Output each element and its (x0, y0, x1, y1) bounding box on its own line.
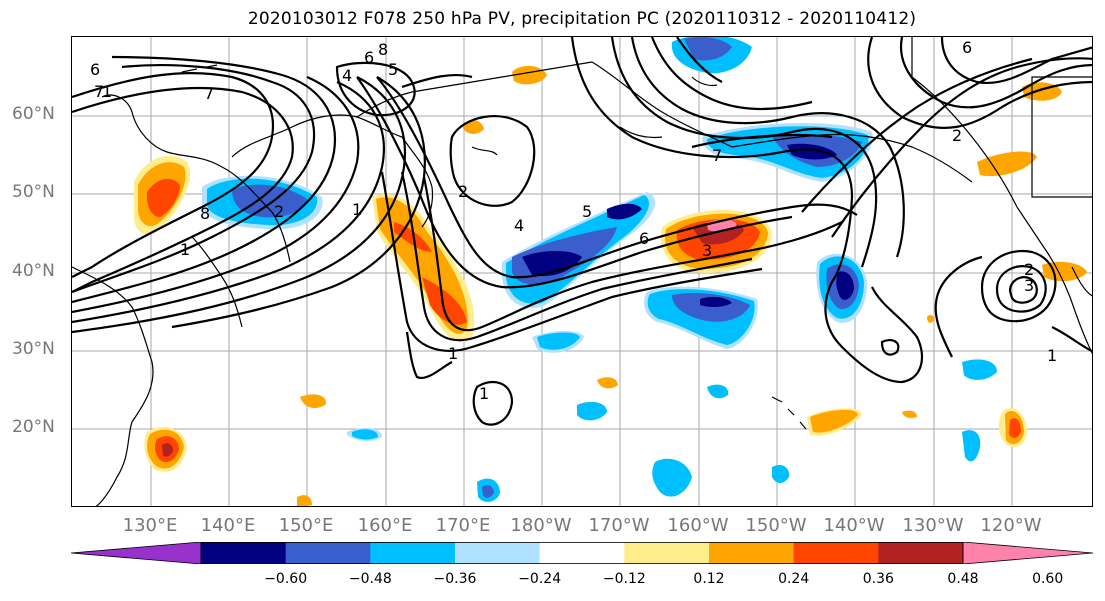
lon-label: 130°E (122, 515, 178, 536)
colorbar-tick-label: −0.60 (264, 571, 308, 587)
contour-label: 6 (364, 48, 374, 67)
contour-label: 4 (342, 66, 352, 85)
colorbar-tick-label: 0.48 (947, 571, 979, 587)
colorbar-segment (878, 542, 964, 564)
contour-label: 1 (479, 384, 489, 403)
contour-label: 6 (90, 60, 100, 79)
lon-label: 160°W (667, 515, 729, 536)
lon-label: 150°W (745, 515, 807, 536)
colorbar (71, 542, 1093, 564)
lat-label: 20°N (12, 417, 55, 437)
contour-label: 6 (962, 38, 972, 57)
lon-label: 170°E (435, 515, 491, 536)
contour-label: 5 (388, 60, 398, 79)
contour-label: 1 (352, 200, 362, 219)
lon-label: 140°W (823, 515, 885, 536)
lat-label: 50°N (12, 182, 55, 202)
lon-label: 120°W (980, 515, 1042, 536)
colorbar-tick-label: −0.24 (518, 571, 562, 587)
lat-label: 40°N (12, 261, 55, 281)
map-title: 2020103012 F078 250 hPa PV, precipitatio… (247, 9, 917, 29)
contour-label: 2 (1024, 260, 1034, 279)
lon-label: 150°E (278, 515, 334, 536)
contour-label: 7 (204, 84, 214, 103)
colorbar-tick-label: 0.60 (1032, 571, 1064, 587)
colorbar-segment (539, 542, 625, 564)
pv-contours (72, 37, 1092, 426)
colorbar-tick-label: 0.12 (693, 571, 725, 587)
colorbar-extend-max (962, 542, 1093, 564)
colorbar-segments (71, 542, 1093, 564)
contour-label: 3 (702, 241, 712, 260)
contour-label: 1 (1047, 346, 1057, 365)
contour-label: 1 (180, 240, 190, 259)
colorbar-tick-label: −0.12 (602, 571, 646, 587)
contour-label: 8 (378, 40, 388, 59)
colorbar-segment (370, 542, 456, 564)
contour-label: 5 (582, 202, 592, 221)
colorbar-outline (200, 542, 964, 564)
contour-labels: 6 7 6 4 8 5 7 1 8 2 1 1 4 5 6 3 1 1 2 6 … (90, 38, 1057, 403)
contour-label: 6 (639, 229, 649, 248)
contour-label: 1 (102, 82, 112, 101)
colorbar-segment (793, 542, 879, 564)
contour-label: 3 (1024, 276, 1034, 295)
map-panel: 6 7 6 4 8 5 7 1 8 2 1 1 4 5 6 3 1 1 2 6 … (71, 36, 1093, 507)
lon-label: 130°W (902, 515, 964, 536)
colorbar-tick-label: −0.48 (348, 571, 392, 587)
contour-label: 8 (200, 204, 210, 223)
lat-label: 30°N (12, 339, 55, 359)
map-canvas: 6 7 6 4 8 5 7 1 8 2 1 1 4 5 6 3 1 1 2 6 … (72, 37, 1092, 506)
contour-label: 2 (274, 202, 284, 221)
contour-label: 4 (514, 216, 524, 235)
colorbar-extend-min (71, 542, 202, 564)
contour-label: 7 (712, 146, 722, 165)
colorbar-segment (285, 542, 371, 564)
contour-label: 1 (448, 344, 458, 363)
colorbar-segment (201, 542, 287, 564)
colorbar-segment (455, 542, 541, 564)
contour-label: 7 (94, 82, 104, 101)
lat-label: 60°N (12, 104, 55, 124)
lon-label: 160°E (357, 515, 413, 536)
colorbar-tick-label: 0.36 (862, 571, 894, 587)
coastlines (72, 37, 1092, 506)
lon-label: 170°W (588, 515, 650, 536)
colorbar-segment (709, 542, 795, 564)
colorbar-tick-label: 0.24 (778, 571, 810, 587)
colorbar-segment (624, 542, 710, 564)
contour-label: 2 (458, 182, 468, 201)
lon-label: 180°W (510, 515, 572, 536)
colorbar-tick-label: −0.36 (433, 571, 477, 587)
contour-label: 2 (952, 126, 962, 145)
lon-label: 140°E (200, 515, 256, 536)
